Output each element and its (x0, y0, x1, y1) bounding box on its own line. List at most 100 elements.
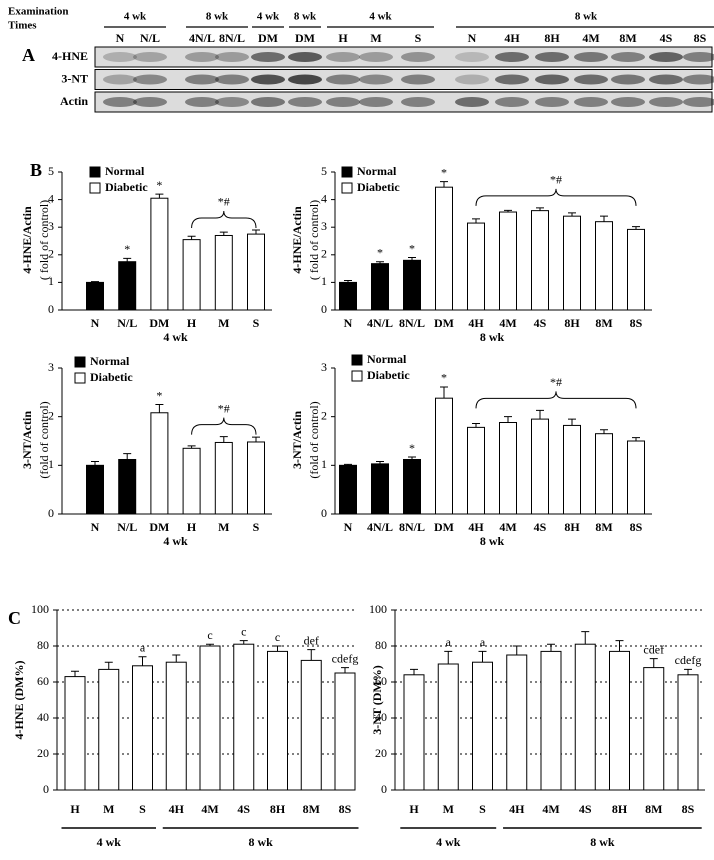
x-tick-label: H (187, 316, 197, 330)
bar (98, 668, 120, 791)
x-tick-label: 4H (468, 520, 484, 534)
bar (214, 441, 233, 515)
x-tick-label: M (218, 520, 229, 534)
x-tick-label: 4M (499, 316, 516, 330)
blot-band (455, 97, 489, 107)
error-bar (504, 416, 512, 423)
group-label: 8 wk (248, 835, 273, 849)
blot-band (401, 52, 435, 62)
bracket (475, 188, 637, 206)
error-bar (547, 643, 555, 652)
bracket-label: *# (218, 401, 230, 415)
y-tick-label: 4 (321, 191, 327, 205)
x-tick-label: 4H (509, 802, 525, 816)
blot-band (611, 97, 645, 107)
error-bar (472, 422, 480, 428)
error-bar (187, 235, 196, 240)
y-tick-label: 60 (37, 674, 49, 688)
legend-swatch (89, 182, 101, 194)
error-bar (273, 645, 282, 652)
x-tick-label: N (344, 316, 353, 330)
y-axis-label: 4-HNE/Actin (20, 206, 34, 274)
bar (627, 440, 645, 515)
error-bar (252, 436, 260, 442)
y-tick-label: 1 (321, 457, 327, 471)
error-bar (440, 386, 448, 399)
bar (233, 643, 255, 791)
error-bar (341, 667, 349, 673)
error-bar (408, 456, 416, 460)
blot-band (359, 52, 393, 62)
bar (339, 464, 357, 515)
x-tick-label: 8S (682, 802, 695, 816)
x-axis-label: 4 wk (163, 534, 188, 548)
value-annotation: c (241, 624, 246, 638)
x-tick-label: 4N/L (367, 316, 393, 330)
bar (563, 424, 581, 515)
group-label: 8 wk (575, 11, 598, 23)
bracket (475, 391, 637, 409)
x-tick-label: N/L (117, 520, 137, 534)
y-tick-label: 3 (48, 360, 54, 374)
bracket (191, 417, 257, 435)
bar (643, 667, 665, 791)
panel-label: B (30, 160, 42, 180)
error-bar (71, 670, 79, 677)
group-label: 8 wk (206, 11, 229, 23)
y-tick-label: 100 (369, 602, 387, 616)
y-axis-label: 4-HNE/Actin (290, 206, 304, 274)
legend-swatch (341, 166, 353, 178)
bar (499, 422, 517, 515)
blot-band (455, 74, 489, 85)
error-bar (219, 231, 228, 236)
error-bar (581, 631, 590, 645)
value-annotation: cdefg (332, 651, 359, 665)
x-tick-label: M (218, 316, 229, 330)
blot-band (359, 74, 393, 85)
bracket-label: *# (218, 195, 230, 209)
y-axis-label: 4-HNE (DM%) (12, 661, 26, 740)
blot-band (288, 52, 322, 62)
x-tick-label: S (253, 316, 260, 330)
blot-band (215, 74, 249, 85)
value-annotation: * (377, 245, 383, 259)
x-tick-label: DM (434, 520, 454, 534)
x-tick-label: M (443, 802, 454, 816)
lane-label: DM (295, 31, 315, 45)
value-annotation: * (441, 371, 447, 385)
y-axis-label: ( fold of control) (307, 200, 321, 280)
x-tick-label: 8H (612, 802, 628, 816)
blot-band (683, 52, 714, 62)
y-axis-label: ( fold of control) (37, 200, 51, 280)
x-tick-label: N (91, 316, 100, 330)
error-bar (344, 279, 352, 283)
y-axis-label: 3-NT/Actin (290, 411, 304, 469)
lane-label: 4H (504, 31, 520, 45)
y-axis-label: (fold of control) (37, 401, 51, 478)
y-tick-label: 4 (48, 191, 54, 205)
x-tick-label: 4N/L (367, 520, 393, 534)
bar (150, 412, 169, 515)
legend-swatch (74, 372, 86, 384)
bar (403, 259, 421, 311)
legend-swatch (351, 370, 363, 382)
x-tick-label: 4M (542, 802, 559, 816)
x-tick-label: S (479, 802, 486, 816)
value-annotation: def (304, 633, 319, 647)
blot-band (649, 74, 683, 85)
error-bar (91, 460, 99, 466)
blot-band (535, 52, 569, 62)
blot-band (535, 74, 569, 85)
bar (182, 447, 201, 515)
error-bar (104, 661, 113, 670)
blot-band (103, 74, 137, 85)
x-tick-label: DM (434, 316, 454, 330)
error-bar (376, 261, 384, 264)
bar (437, 663, 459, 791)
error-bar (649, 658, 658, 668)
bar (435, 186, 453, 311)
blot-band (574, 52, 608, 62)
lane-label: 8M (619, 31, 636, 45)
error-bar (410, 668, 418, 675)
y-tick-label: 1 (48, 274, 54, 288)
